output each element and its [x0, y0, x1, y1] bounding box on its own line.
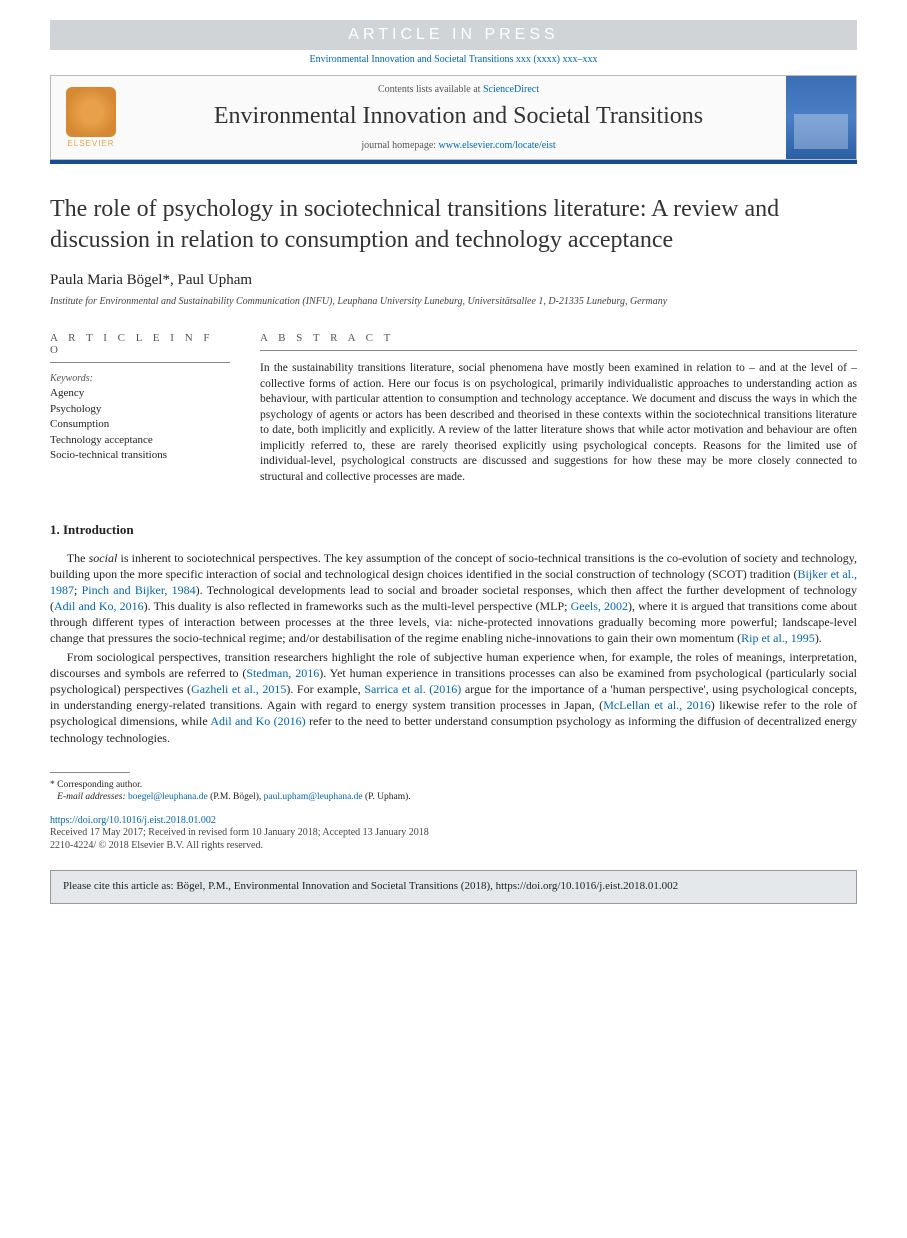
ref-adil2[interactable]: Adil and Ko (2016) [210, 714, 305, 728]
journal-name: Environmental Innovation and Societal Tr… [141, 103, 776, 130]
corresponding-author: * Corresponding author. [50, 779, 857, 791]
keyword-item: Socio-technical transitions [50, 448, 230, 463]
section-1-heading: 1. Introduction [50, 522, 857, 538]
journal-cover-thumb [786, 76, 856, 159]
homepage-link[interactable]: www.elsevier.com/locate/eist [439, 140, 556, 151]
article-in-press-banner: ARTICLE IN PRESS [50, 20, 857, 50]
elsevier-logo: ELSEVIER [51, 76, 131, 159]
abstract-text: In the sustainability transitions litera… [260, 361, 857, 485]
p1b: is inherent to sociotechnical perspectiv… [50, 551, 857, 581]
keyword-item: Technology acceptance [50, 433, 230, 448]
copyright: 2210-4224/ © 2018 Elsevier B.V. All righ… [50, 839, 857, 852]
journal-header: ELSEVIER Contents lists available at Sci… [50, 75, 857, 160]
info-abstract-row: A R T I C L E I N F O Keywords: AgencyPs… [50, 332, 857, 485]
article-info-col: A R T I C L E I N F O Keywords: AgencyPs… [50, 332, 230, 485]
authors: Paula Maria Bögel*, Paul Upham [50, 272, 857, 289]
ref-adil1[interactable]: Adil and Ko, 2016 [54, 599, 144, 613]
affiliation: Institute for Environmental and Sustaina… [50, 295, 857, 308]
p1a: The [67, 551, 89, 565]
p2c: ). For example, [286, 682, 364, 696]
history: Received 17 May 2017; Received in revise… [50, 826, 857, 839]
homepage-pre: journal homepage: [361, 140, 438, 151]
ref-geels[interactable]: Geels, 2002 [571, 599, 628, 613]
elsevier-label: ELSEVIER [67, 139, 114, 148]
abstract-label: A B S T R A C T [260, 332, 857, 351]
homepage-line: journal homepage: www.elsevier.com/locat… [141, 140, 776, 151]
email-line: E-mail addresses: boegel@leuphana.de (P.… [50, 791, 857, 803]
doi-link[interactable]: https://doi.org/10.1016/j.eist.2018.01.0… [50, 815, 857, 826]
abstract-col: A B S T R A C T In the sustainability tr… [260, 332, 857, 485]
contents-pre: Contents lists available at [378, 84, 483, 95]
name2: (P. Upham). [363, 792, 411, 802]
article-title: The role of psychology in sociotechnical… [50, 194, 857, 256]
footnote-rule [50, 772, 130, 773]
contents-line: Contents lists available at ScienceDirec… [141, 84, 776, 95]
intro-p1: The social is inherent to sociotechnical… [50, 550, 857, 647]
keyword-item: Agency [50, 386, 230, 401]
ref-stedman[interactable]: Stedman, 2016 [246, 666, 319, 680]
sciencedirect-link[interactable]: ScienceDirect [483, 84, 539, 95]
keyword-item: Consumption [50, 417, 230, 432]
keywords-list: AgencyPsychologyConsumptionTechnology ac… [50, 386, 230, 463]
intro-p2: From sociological perspectives, transiti… [50, 649, 857, 746]
email-bogel[interactable]: boegel@leuphana.de [128, 792, 208, 802]
header-rule [50, 160, 857, 164]
citation-box: Please cite this article as: Bögel, P.M.… [50, 870, 857, 903]
ref-pinch[interactable]: Pinch and Bijker, 1984 [82, 583, 196, 597]
citation-header: Environmental Innovation and Societal Tr… [0, 54, 907, 65]
ref-sarrica[interactable]: Sarrica et al. (2016) [364, 682, 461, 696]
p1c: ; [74, 583, 82, 597]
header-center: Contents lists available at ScienceDirec… [131, 76, 786, 159]
p1e: ). This duality is also reflected in fra… [144, 599, 571, 613]
ref-rip[interactable]: Rip et al., 1995 [741, 631, 815, 645]
p1g: ). [815, 631, 822, 645]
ref-mclellan[interactable]: McLellan et al., 2016 [603, 698, 711, 712]
name1: (P.M. Bögel), [208, 792, 264, 802]
ref-gazheli[interactable]: Gazheli et al., 2015 [191, 682, 286, 696]
keywords-label: Keywords: [50, 373, 230, 384]
elsevier-tree-icon [66, 87, 116, 137]
email-label: E-mail addresses: [57, 792, 126, 802]
keyword-item: Psychology [50, 402, 230, 417]
article-info-label: A R T I C L E I N F O [50, 332, 230, 363]
p1-em: social [89, 551, 118, 565]
email-upham[interactable]: paul.upham@leuphana.de [264, 792, 363, 802]
